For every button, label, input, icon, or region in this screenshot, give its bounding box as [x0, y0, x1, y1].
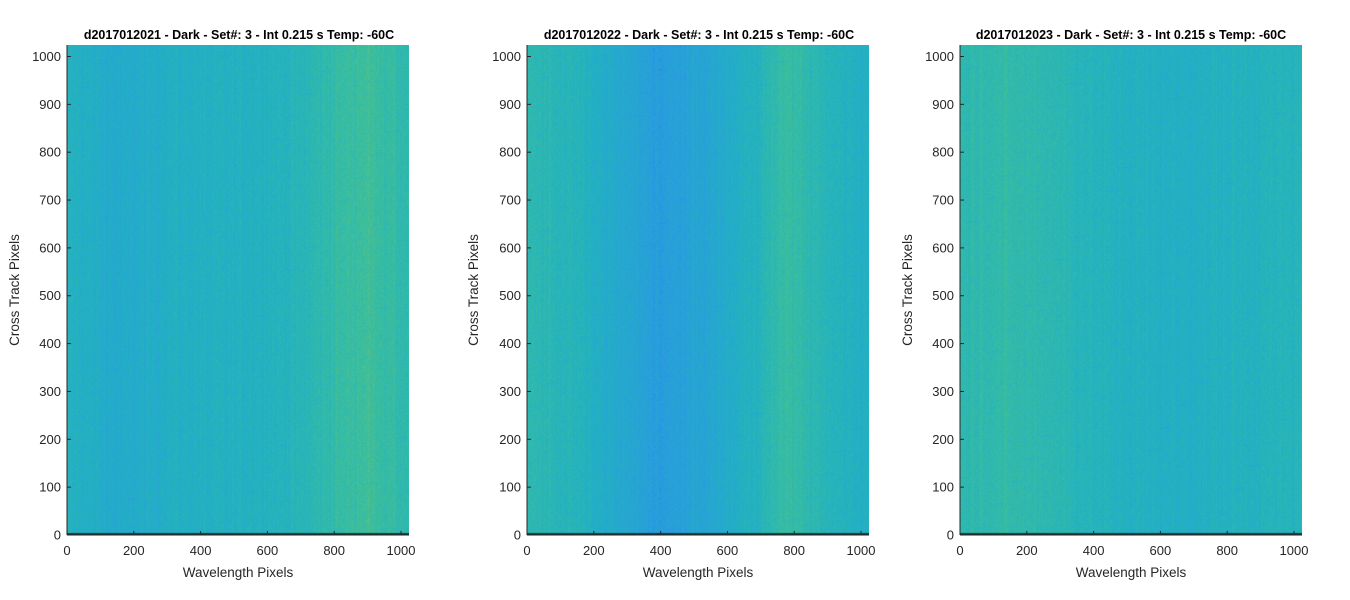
axes-frame: 0 200 400 600 800 1000 0 100 200 300 400 500 600 700 8… — [492, 45, 875, 558]
y-tick-label: 200 — [39, 432, 61, 447]
y-tick-label: 100 — [499, 480, 521, 495]
x-tick-label: 0 — [63, 543, 70, 558]
y-tick-label: 600 — [39, 240, 61, 255]
y-tick-label: 800 — [499, 145, 521, 160]
x-tick-label: 600 — [257, 543, 279, 558]
plot-title: d2017012023 - Dark - Set#: 3 - Int 0.215… — [976, 28, 1286, 42]
x-tick-label: 200 — [1016, 543, 1038, 558]
y-tick-label: 600 — [932, 240, 954, 255]
y-tick-label: 700 — [932, 193, 954, 208]
axes-frame: 0 200 400 600 800 1000 0 100 200 300 400 500 600 700 8… — [925, 45, 1308, 558]
x-tick-label: 200 — [123, 543, 145, 558]
y-tick-label: 200 — [932, 432, 954, 447]
x-tick-label: 400 — [650, 543, 672, 558]
y-tick-label: 1000 — [925, 49, 954, 64]
y-tick-label: 500 — [39, 288, 61, 303]
y-tick-label: 900 — [499, 97, 521, 112]
y-tick-label: 600 — [499, 240, 521, 255]
y-tick-label: 900 — [932, 97, 954, 112]
y-tick-label: 1000 — [32, 49, 61, 64]
x-tick-label: 1000 — [1280, 543, 1309, 558]
plot-title: d2017012021 - Dark - Set#: 3 - Int 0.215… — [84, 28, 394, 42]
y-tick-label: 700 — [39, 193, 61, 208]
plot-panel-1: d2017012021 - Dark - Set#: 3 - Int 0.215… — [7, 28, 415, 580]
y-tick-label: 0 — [947, 528, 954, 543]
heatmap-image — [527, 45, 869, 535]
x-tick-label: 400 — [1083, 543, 1105, 558]
y-axis-label: Cross Track Pixels — [900, 234, 915, 346]
y-tick-label: 800 — [39, 145, 61, 160]
y-tick-label: 200 — [499, 432, 521, 447]
heatmap-image — [960, 45, 1302, 535]
y-tick-label: 300 — [39, 384, 61, 399]
y-tick-label: 100 — [932, 480, 954, 495]
x-axis-label: Wavelength Pixels — [1076, 565, 1187, 580]
y-tick-label: 700 — [499, 193, 521, 208]
x-tick-label: 800 — [1216, 543, 1238, 558]
y-tick-label: 100 — [39, 480, 61, 495]
y-tick-label: 0 — [514, 528, 521, 543]
x-tick-label: 1000 — [387, 543, 416, 558]
plot-panel-2: d2017012022 - Dark - Set#: 3 - Int 0.215… — [466, 28, 875, 580]
y-tick-label: 300 — [932, 384, 954, 399]
x-tick-label: 600 — [1150, 543, 1172, 558]
x-tick-label: 0 — [956, 543, 963, 558]
x-tick-label: 800 — [323, 543, 345, 558]
y-tick-label: 500 — [932, 288, 954, 303]
y-tick-label: 0 — [54, 528, 61, 543]
x-tick-label: 1000 — [847, 543, 876, 558]
y-tick-label: 500 — [499, 288, 521, 303]
y-tick-label: 400 — [499, 336, 521, 351]
x-axis-label: Wavelength Pixels — [183, 565, 294, 580]
y-tick-label: 800 — [932, 145, 954, 160]
x-tick-label: 800 — [783, 543, 805, 558]
y-tick-label: 900 — [39, 97, 61, 112]
x-axis-label: Wavelength Pixels — [643, 565, 754, 580]
heatmap-image — [67, 45, 409, 535]
y-axis-label: Cross Track Pixels — [7, 234, 22, 346]
x-tick-label: 200 — [583, 543, 605, 558]
y-tick-label: 400 — [932, 336, 954, 351]
x-tick-label: 600 — [717, 543, 739, 558]
y-tick-label: 300 — [499, 384, 521, 399]
plot-title: d2017012022 - Dark - Set#: 3 - Int 0.215… — [544, 28, 854, 42]
axes-frame: 0 200 400 600 800 1000 0 100 200 300 400 500 600 700 8… — [32, 45, 415, 558]
y-tick-label: 1000 — [492, 49, 521, 64]
y-tick-label: 400 — [39, 336, 61, 351]
plot-panel-3: d2017012023 - Dark - Set#: 3 - Int 0.215… — [900, 28, 1308, 580]
x-tick-label: 0 — [523, 543, 530, 558]
y-axis-label: Cross Track Pixels — [466, 234, 481, 346]
x-tick-label: 400 — [190, 543, 212, 558]
